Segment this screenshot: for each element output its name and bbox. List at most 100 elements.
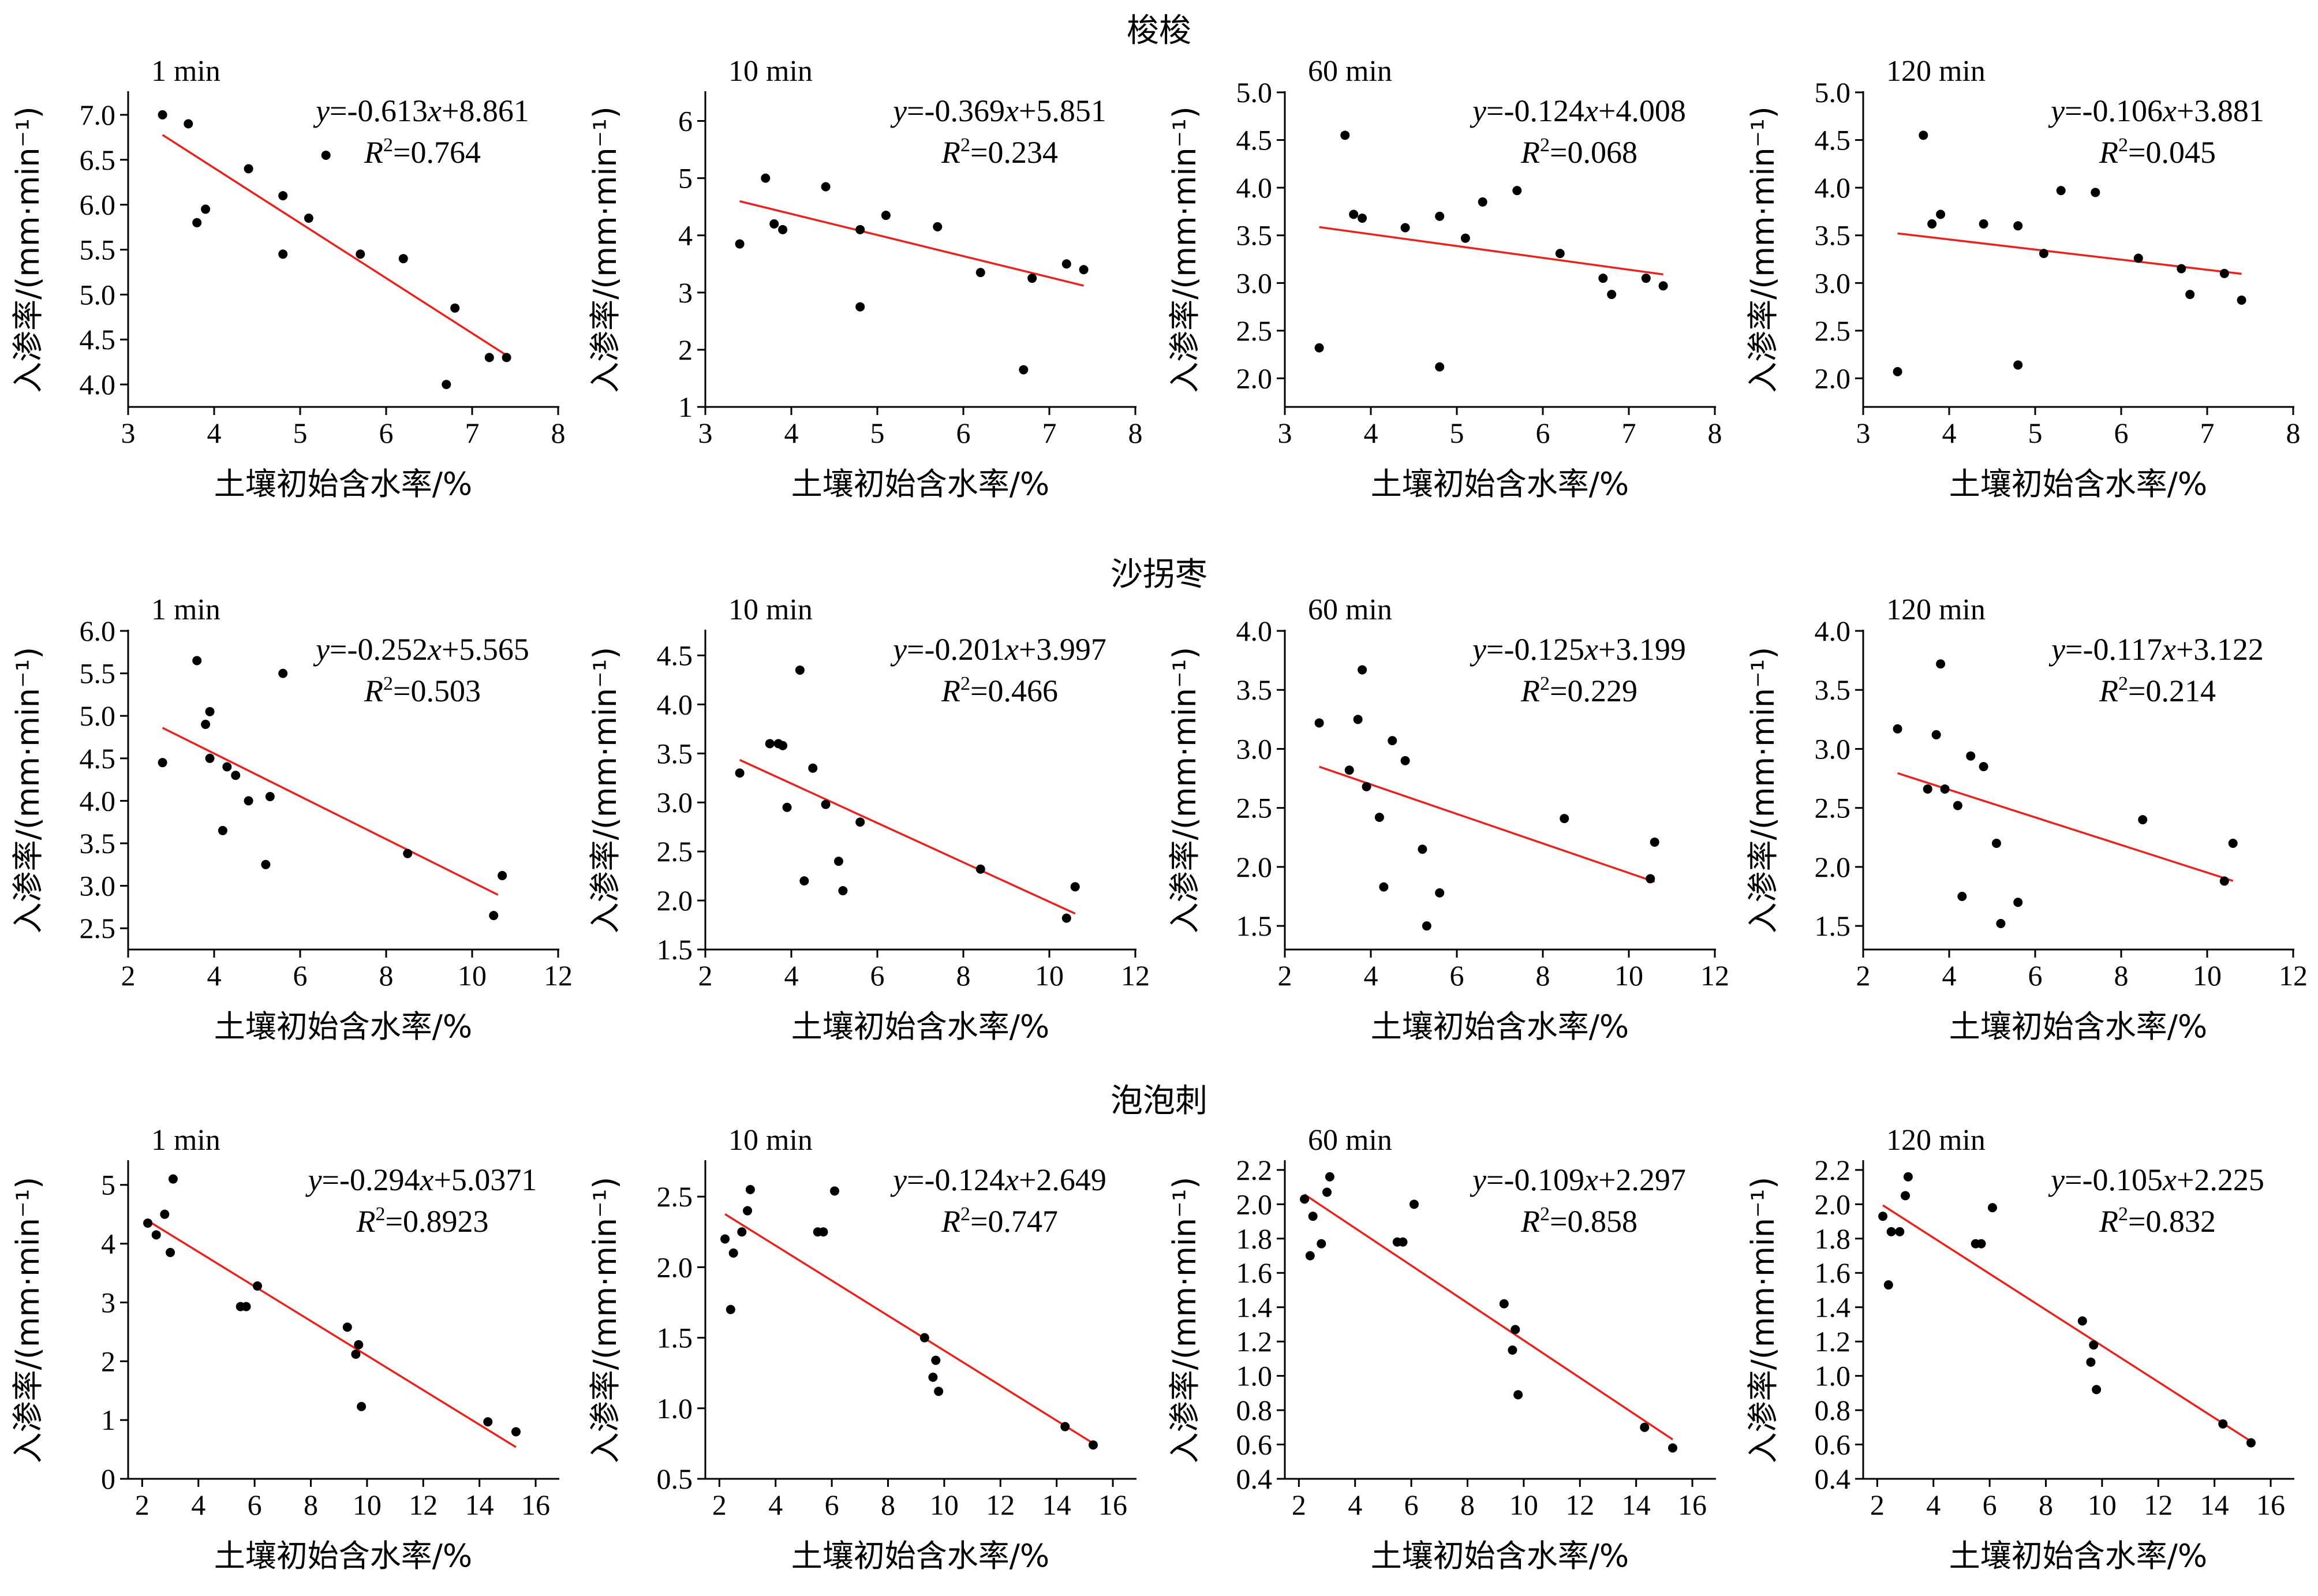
- y-tick-label: 1.8: [1815, 1223, 1851, 1255]
- data-point: [143, 1218, 153, 1228]
- data-point: [1658, 281, 1668, 291]
- data-point: [881, 211, 891, 220]
- data-point: [975, 268, 985, 278]
- fit-line: [1319, 226, 1663, 276]
- x-tick-label: 8: [2039, 1489, 2053, 1521]
- data-point: [928, 1373, 938, 1382]
- y-tick-label: 3.5: [657, 737, 693, 769]
- data-point: [1353, 715, 1363, 724]
- y-tick-label: 7.0: [80, 99, 116, 131]
- x-tick-label: 4: [1942, 959, 1957, 992]
- data-point: [1598, 274, 1608, 283]
- data-point: [1919, 130, 1928, 140]
- data-point: [808, 763, 818, 773]
- fit-equation: y=-0.252x+5.565: [313, 632, 529, 667]
- data-point: [450, 303, 460, 313]
- data-point: [1398, 1237, 1408, 1247]
- data-point: [838, 886, 848, 896]
- data-point: [1640, 1422, 1650, 1432]
- panel-time-label: 120 min: [1886, 593, 1986, 626]
- data-point: [2219, 876, 2229, 886]
- data-point: [1478, 197, 1487, 207]
- data-point: [1508, 1345, 1517, 1355]
- x-axis-title: 土壤初始含水率/%: [791, 1008, 1050, 1045]
- data-point: [2013, 221, 2023, 231]
- panel-time-label: 1 min: [151, 55, 220, 88]
- y-tick-label: 3.0: [1815, 267, 1851, 299]
- data-point: [2138, 815, 2148, 825]
- data-point: [1358, 665, 1367, 675]
- x-tick-label: 2: [1292, 1489, 1306, 1521]
- data-point: [2218, 1419, 2228, 1429]
- x-tick-label: 10: [2193, 959, 2222, 992]
- data-point: [1305, 1251, 1315, 1261]
- x-tick-label: 8: [2286, 417, 2301, 449]
- data-point: [1957, 892, 1967, 901]
- x-tick-label: 10: [1614, 959, 1643, 992]
- x-tick-label: 5: [2028, 417, 2043, 449]
- r-squared-label: R2=0.234: [941, 134, 1058, 170]
- data-point: [761, 173, 771, 183]
- x-tick-label: 6: [2028, 959, 2043, 992]
- data-point: [2133, 253, 2143, 263]
- x-tick-label: 2: [1856, 959, 1871, 992]
- data-point: [1374, 813, 1384, 823]
- data-point: [1344, 765, 1354, 775]
- y-axis-title: 入渗率/(mm·min⁻¹): [1745, 106, 1781, 393]
- x-axis-title: 土壤初始含水率/%: [1371, 1008, 1629, 1045]
- chart-panel: 3 4 5 6 7 8 2.0 2.5 3.0 3.5 4.0 4.5 5.0 土壤初始含水率/% 入渗率/…: [1745, 55, 2301, 502]
- x-tick-label: 8: [2114, 959, 2129, 992]
- fit-equation: y=-0.124x+4.008: [1470, 94, 1686, 128]
- y-tick-label: 2.5: [80, 912, 116, 944]
- y-tick-label: 4.5: [1815, 124, 1851, 156]
- y-tick-label: 0.6: [1236, 1429, 1273, 1461]
- x-tick-label: 8: [304, 1489, 318, 1521]
- data-point: [1317, 1239, 1326, 1249]
- y-tick-label: 2.0: [657, 884, 693, 917]
- data-point: [261, 859, 271, 869]
- data-point: [1668, 1443, 1677, 1453]
- fit-equation: y=-0.106x+3.881: [2048, 94, 2264, 128]
- panel-time-label: 1 min: [151, 593, 220, 626]
- x-tick-label: 12: [1700, 959, 1729, 992]
- data-point: [1979, 762, 1988, 772]
- data-point: [442, 380, 451, 390]
- y-tick-label: 2.5: [1815, 792, 1851, 824]
- data-point: [205, 753, 215, 763]
- x-axis-title: 土壤初始含水率/%: [1371, 1538, 1629, 1574]
- panel-time-label: 60 min: [1308, 1124, 1392, 1157]
- data-point: [818, 1227, 828, 1237]
- chart-panel: 2 4 6 8 10 12 2.5 3.0 3.5 4.0 4.5 5.0 5.5 6.0 土壤初始含水率/…: [10, 593, 573, 1045]
- data-point: [726, 1305, 735, 1314]
- x-tick-label: 12: [2279, 959, 2308, 992]
- y-tick-label: 2.0: [1815, 362, 1851, 394]
- x-tick-label: 10: [930, 1489, 959, 1521]
- data-point: [728, 1248, 738, 1258]
- data-point: [1901, 1191, 1911, 1201]
- y-axis-title: 入渗率/(mm·min⁻¹): [10, 106, 46, 393]
- y-tick-label: 1.5: [657, 1322, 693, 1354]
- y-tick-label: 0.8: [1236, 1394, 1273, 1426]
- data-point: [1650, 837, 1659, 847]
- data-point: [778, 741, 788, 750]
- panel-time-label: 10 min: [728, 1124, 813, 1157]
- y-tick-label: 2.0: [657, 1251, 693, 1283]
- x-tick-label: 6: [1983, 1489, 1997, 1521]
- data-point: [2086, 1357, 2096, 1367]
- data-point: [1061, 913, 1071, 923]
- x-tick-label: 8: [1536, 959, 1550, 992]
- data-point: [1895, 1227, 1905, 1236]
- r-squared-label: R2=0.068: [1520, 134, 1637, 170]
- x-tick-label: 4: [784, 417, 799, 449]
- data-point: [483, 1417, 493, 1427]
- data-point: [1513, 1390, 1523, 1400]
- y-axis-title: 入渗率/(mm·min⁻¹): [10, 1177, 46, 1464]
- data-point: [403, 849, 413, 858]
- x-tick-label: 4: [784, 959, 799, 992]
- x-tick-label: 6: [1404, 1489, 1419, 1521]
- fit-equation: y=-0.294x+5.0371: [305, 1163, 537, 1197]
- data-point: [2228, 839, 2238, 848]
- chart-panel: 2 4 6 8 10 12 1.5 2.0 2.5 3.0 3.5 4.0 土壤初始含水率/% 入渗率/(…: [1167, 593, 1729, 1045]
- data-point: [1358, 214, 1367, 223]
- r-squared-label: R2=0.229: [1520, 673, 1637, 708]
